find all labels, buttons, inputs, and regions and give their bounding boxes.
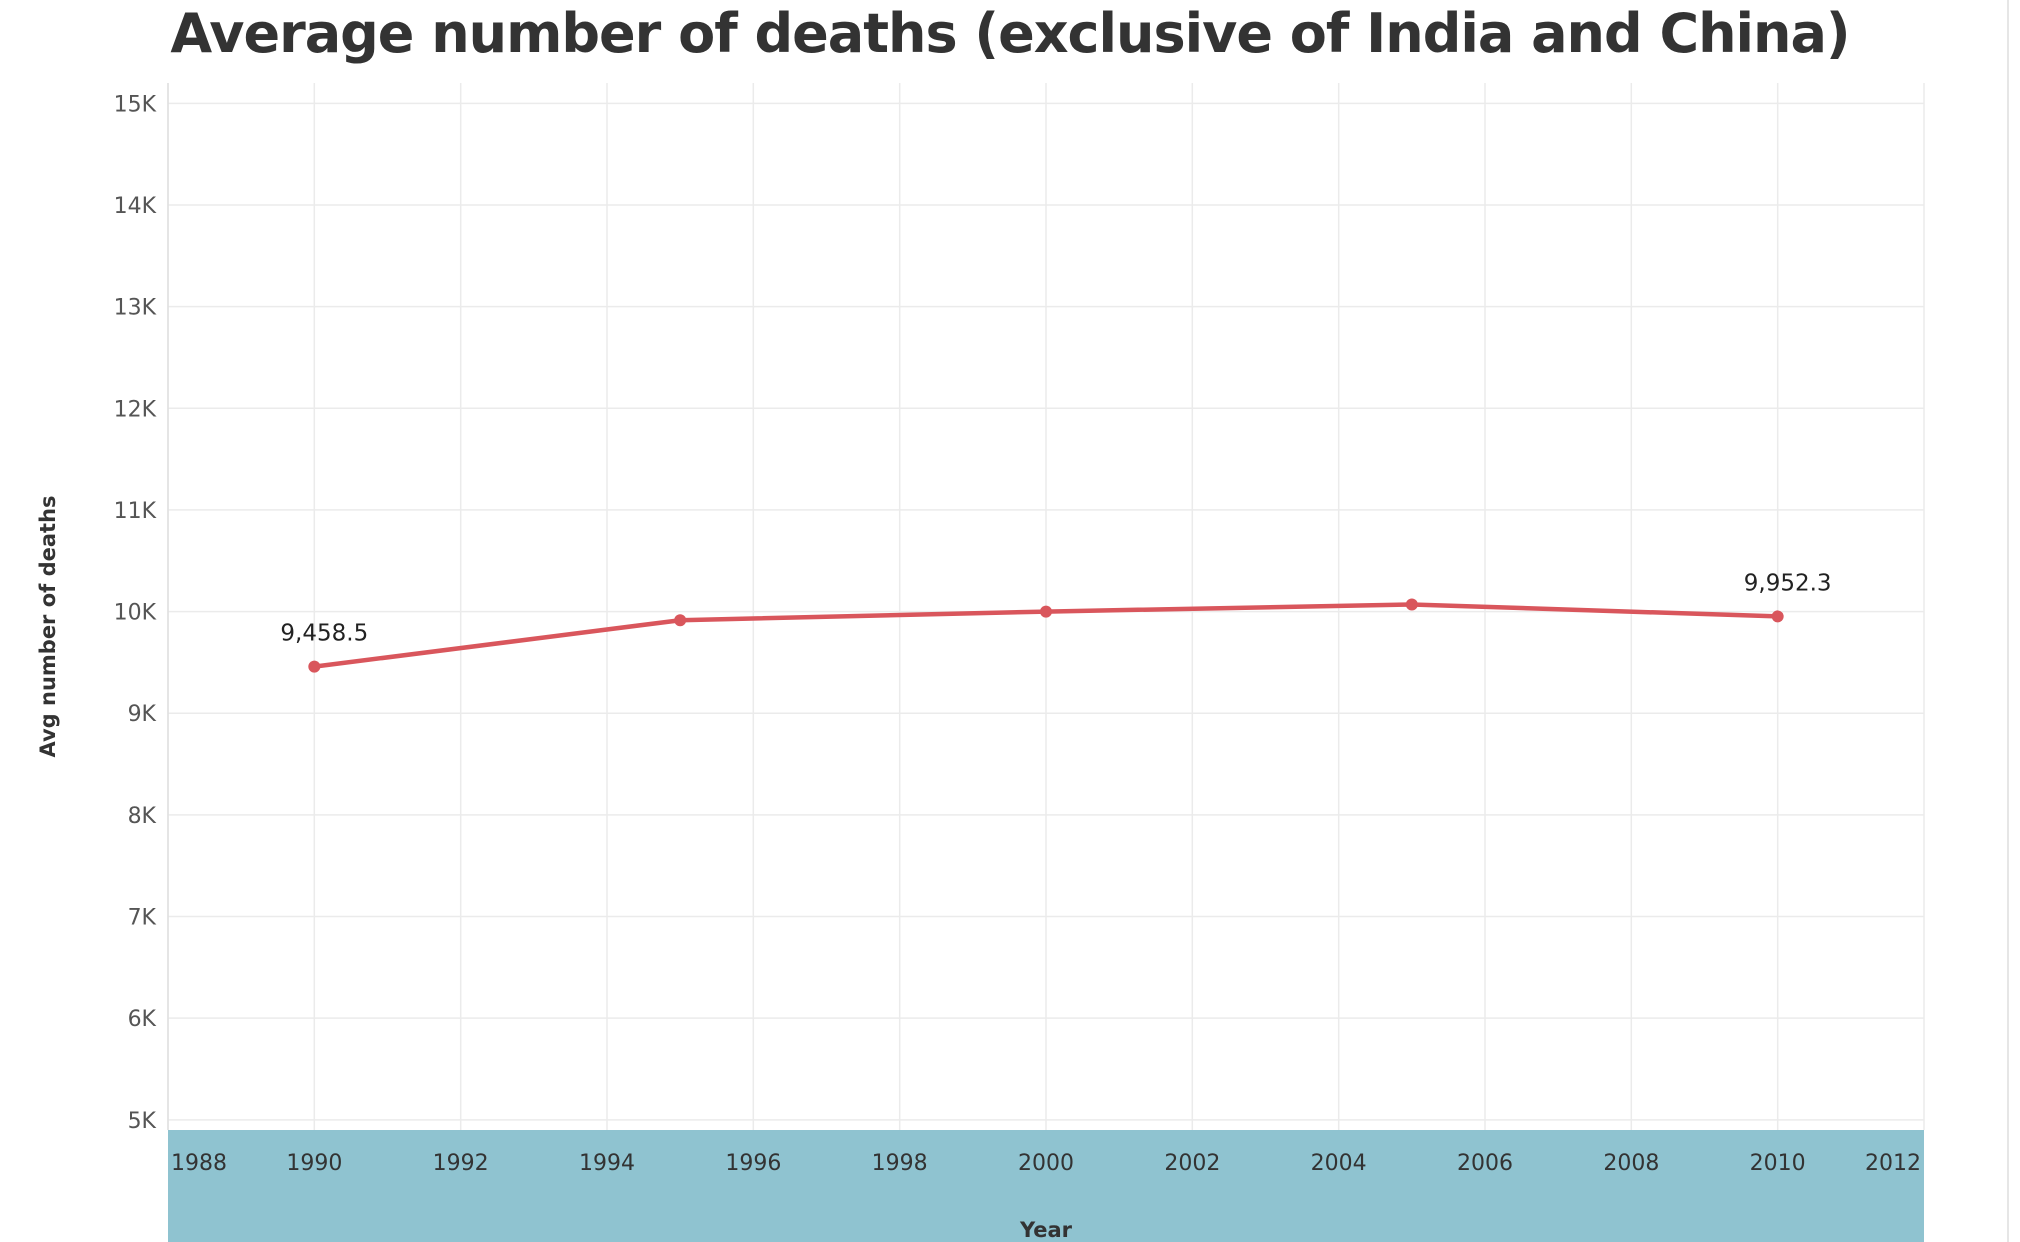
x-tick-label: 2012 bbox=[1865, 1151, 1921, 1176]
x-tick-label: 1990 bbox=[286, 1151, 342, 1176]
x-tick-label: 2010 bbox=[1750, 1151, 1806, 1176]
x-tick-label: 1992 bbox=[433, 1151, 489, 1176]
x-tick-label: 2000 bbox=[1018, 1151, 1074, 1176]
x-tick-label: 1988 bbox=[171, 1151, 227, 1176]
x-axis: 1988 1990 1992 1994 1996 1998 2000 2002 2004 2006… bbox=[171, 1151, 1921, 1176]
y-axis: 5K 6K 7K 8K 9K 10K 11K 12K 13K 14K 15K bbox=[114, 92, 157, 1134]
y-tick-label: 9K bbox=[128, 702, 157, 727]
x-tick-label: 2006 bbox=[1457, 1151, 1513, 1176]
y-tick-label: 11K bbox=[114, 499, 157, 524]
y-tick-label: 7K bbox=[128, 906, 157, 931]
y-tick-label: 12K bbox=[114, 397, 157, 422]
series: 9,458.5 9,952.3 bbox=[280, 570, 1832, 673]
data-point bbox=[1405, 598, 1418, 611]
y-tick-label: 6K bbox=[128, 1007, 157, 1032]
y-tick-label: 13K bbox=[114, 296, 157, 321]
x-tick-label: 2004 bbox=[1311, 1151, 1367, 1176]
x-axis-title: Year bbox=[1019, 1218, 1073, 1242]
x-axis-band bbox=[168, 1130, 1924, 1242]
grid bbox=[167, 83, 1925, 1130]
y-tick-label: 15K bbox=[114, 92, 157, 117]
x-tick-label: 2008 bbox=[1603, 1151, 1659, 1176]
x-tick-label: 1994 bbox=[579, 1151, 635, 1176]
x-tick-label: 2002 bbox=[1164, 1151, 1220, 1176]
data-label: 9,952.3 bbox=[1744, 570, 1832, 596]
data-label: 9,458.5 bbox=[280, 621, 368, 647]
y-tick-label: 10K bbox=[114, 601, 157, 626]
data-point bbox=[1040, 605, 1052, 618]
chart-title: Average number of deaths (exclusive of I… bbox=[170, 2, 1850, 65]
y-tick-label: 8K bbox=[128, 804, 157, 829]
data-point bbox=[1771, 610, 1784, 623]
data-point bbox=[308, 660, 321, 673]
x-tick-label: 1996 bbox=[725, 1151, 781, 1176]
y-tick-label: 5K bbox=[128, 1109, 157, 1134]
y-axis-title: Avg number of deaths bbox=[36, 495, 60, 757]
x-tick-label: 1998 bbox=[872, 1151, 928, 1176]
y-tick-label: 14K bbox=[114, 194, 157, 219]
data-point bbox=[674, 614, 687, 627]
